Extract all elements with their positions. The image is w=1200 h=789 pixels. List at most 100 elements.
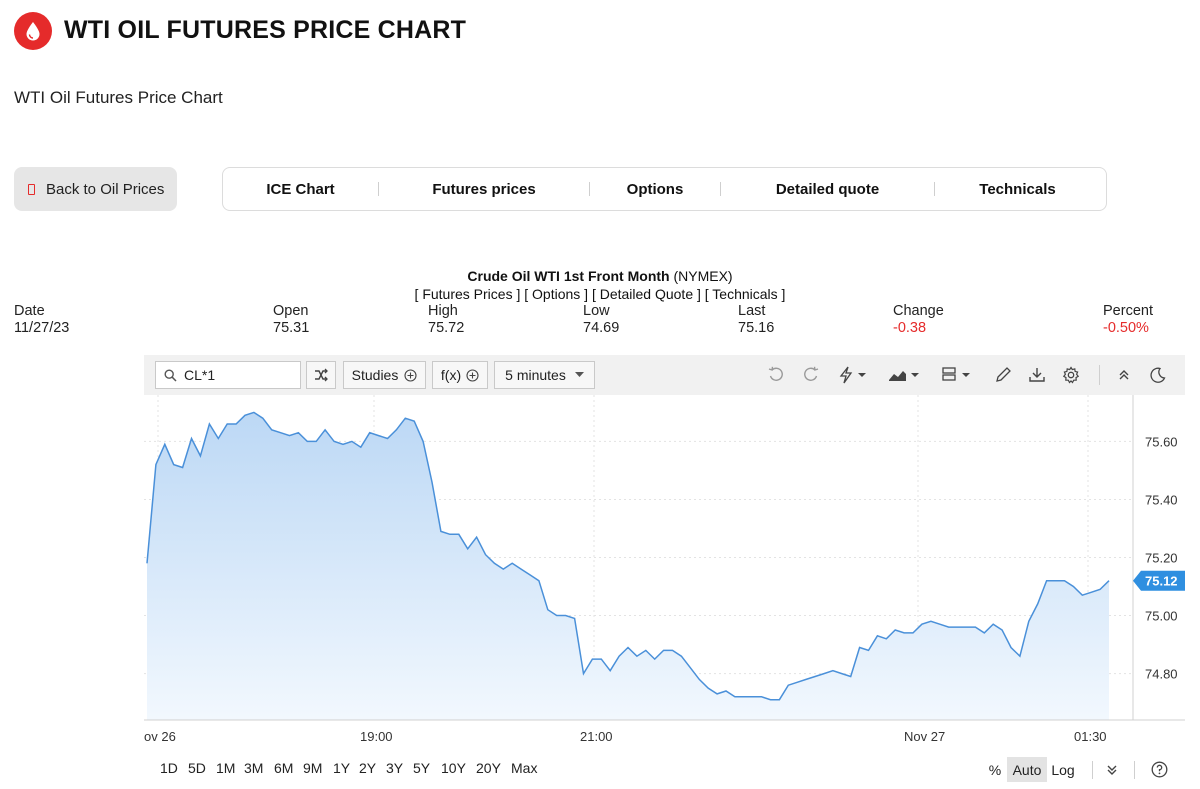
stat-low: Low 74.69 — [583, 303, 619, 337]
instrument-exchange: (NYMEX) — [673, 268, 733, 284]
section-nav: ICE Chart Futures prices Options Detaile… — [222, 167, 1107, 211]
range-1d[interactable]: 1D — [160, 760, 178, 776]
range-3m[interactable]: 3M — [244, 760, 264, 776]
plus-circle-icon — [404, 368, 417, 382]
help-circle-icon[interactable] — [1148, 757, 1170, 782]
caret-down-icon — [574, 372, 584, 378]
back-button-label: Back to Oil Prices — [46, 180, 165, 198]
nav-divider — [589, 182, 590, 196]
undo-icon[interactable] — [765, 365, 787, 385]
page-subtitle: WTI Oil Futures Price Chart — [14, 88, 223, 107]
x-tick-label: 01:30 — [1074, 729, 1107, 744]
stat-change: Change -0.38 — [893, 303, 944, 337]
x-tick-label: ov 26 — [144, 729, 176, 744]
range-5d[interactable]: 5D — [188, 760, 206, 776]
brand-logo-icon — [14, 12, 52, 50]
stat-high: High 75.72 — [428, 303, 464, 337]
theme-moon-icon[interactable] — [1147, 365, 1169, 385]
log-scale-button[interactable]: Log — [1051, 761, 1075, 778]
stat-value: 75.16 — [738, 320, 775, 336]
chart-type-icon[interactable] — [886, 365, 924, 385]
redo-icon[interactable] — [800, 365, 822, 385]
nav-item-ice-chart[interactable]: ICE Chart — [266, 180, 335, 198]
nav-divider — [720, 182, 721, 196]
stat-date: Date 11/27/23 — [14, 303, 69, 337]
expand-down-icon[interactable] — [1102, 757, 1122, 782]
studies-button[interactable]: Studies — [343, 361, 426, 389]
instrument-links[interactable]: [ Futures Prices ] [ Options ] [ Detaile… — [414, 286, 786, 302]
price-area-fill — [147, 412, 1109, 720]
stat-label: Open — [273, 303, 309, 319]
functions-button[interactable]: f(x) — [432, 361, 488, 389]
y-tick-label: 75.60 — [1145, 434, 1178, 449]
percent-scale-button[interactable]: % — [988, 761, 1002, 778]
stat-label: Date — [14, 303, 45, 319]
range-10y[interactable]: 10Y — [441, 760, 466, 776]
last-price-badge-shape — [1133, 570, 1185, 591]
range-max[interactable]: Max — [511, 760, 538, 776]
fx-label: f(x) — [440, 367, 462, 383]
y-tick-label: 75.40 — [1145, 492, 1178, 507]
plus-circle-icon — [466, 368, 479, 382]
x-tick-label: 19:00 — [360, 729, 393, 744]
range-5y[interactable]: 5Y — [413, 760, 431, 776]
stat-percent: Percent -0.50% — [1103, 303, 1153, 337]
range-20y[interactable]: 20Y — [476, 760, 501, 776]
layout-icon[interactable] — [939, 365, 975, 385]
toolbar-divider — [1099, 365, 1100, 385]
page-title: WTI OIL FUTURES PRICE CHART — [64, 16, 467, 44]
gear-icon[interactable] — [1060, 365, 1082, 385]
symbol-search-input[interactable]: CL*1 — [155, 361, 301, 389]
price-plot[interactable]: 75.60 75.40 75.20 75.00 74.80 ov 26 19:00 21:0… — [144, 395, 1185, 750]
interval-select[interactable]: 5 minutes — [494, 361, 595, 389]
search-icon — [164, 368, 177, 382]
last-price-badge: 75.12 — [1133, 570, 1185, 591]
stat-value: 11/27/23 — [14, 320, 70, 336]
y-tick-label: 75.00 — [1145, 609, 1178, 624]
range-1y[interactable]: 1Y — [333, 760, 351, 776]
stat-value: -0.50% — [1103, 320, 1149, 336]
stat-label: Last — [738, 303, 766, 319]
stat-label: Percent — [1103, 303, 1153, 319]
back-to-oil-prices-button[interactable]: Back to Oil Prices — [14, 167, 177, 211]
compare-button[interactable] — [306, 361, 336, 389]
collapse-icon[interactable] — [1113, 365, 1135, 385]
stat-last: Last 75.16 — [738, 303, 774, 337]
stat-value: -0.38 — [893, 320, 927, 336]
range-2y[interactable]: 2Y — [359, 760, 377, 776]
stat-label: Change — [893, 303, 944, 319]
range-6m[interactable]: 6M — [274, 760, 294, 776]
nav-item-futures-prices[interactable]: Futures prices — [432, 180, 536, 198]
range-9m[interactable]: 9M — [303, 760, 323, 776]
symbol-value: CL*1 — [184, 367, 216, 383]
stat-label: High — [428, 303, 458, 319]
bottom-divider — [1092, 761, 1093, 779]
range-1m[interactable]: 1M — [216, 760, 236, 776]
nav-item-technicals[interactable]: Technicals — [979, 180, 1056, 198]
pencil-icon[interactable] — [992, 365, 1014, 385]
interval-value: 5 minutes — [505, 367, 566, 383]
price-chart: CL*1 Studies f(x) 5 minutes — [144, 355, 1185, 750]
nav-item-detailed-quote[interactable]: Detailed quote — [775, 180, 880, 198]
instrument-name: Crude Oil WTI 1st Front Month — [467, 268, 670, 284]
download-icon[interactable] — [1026, 365, 1048, 385]
chart-bottom-bar: 1D 5D 1M 3M 6M 9M 1Y 2Y 3Y 5Y 10Y 20Y Ma… — [144, 757, 1185, 783]
stat-label: Low — [583, 303, 610, 319]
chart-toolbar: CL*1 Studies f(x) 5 minutes — [144, 355, 1185, 395]
x-tick-label: 21:00 — [580, 729, 613, 744]
nav-item-options[interactable]: Options — [626, 180, 684, 198]
compare-icon — [314, 368, 328, 382]
back-icon — [28, 183, 35, 195]
lightning-icon[interactable] — [836, 365, 872, 385]
stat-value: 74.69 — [583, 320, 620, 336]
stat-value: 75.72 — [428, 320, 465, 336]
nav-divider — [934, 182, 935, 196]
range-3y[interactable]: 3Y — [386, 760, 404, 776]
bottom-divider — [1134, 761, 1135, 779]
x-tick-label: Nov 27 — [904, 729, 945, 744]
nav-divider — [378, 182, 379, 196]
stat-open: Open 75.31 — [273, 303, 309, 337]
instrument-title: Crude Oil WTI 1st Front Month (NYMEX) — [0, 268, 1200, 284]
y-axis-ticks: 75.60 75.40 75.20 75.00 74.80 — [1145, 434, 1178, 681]
auto-scale-button[interactable]: Auto — [1007, 757, 1047, 782]
